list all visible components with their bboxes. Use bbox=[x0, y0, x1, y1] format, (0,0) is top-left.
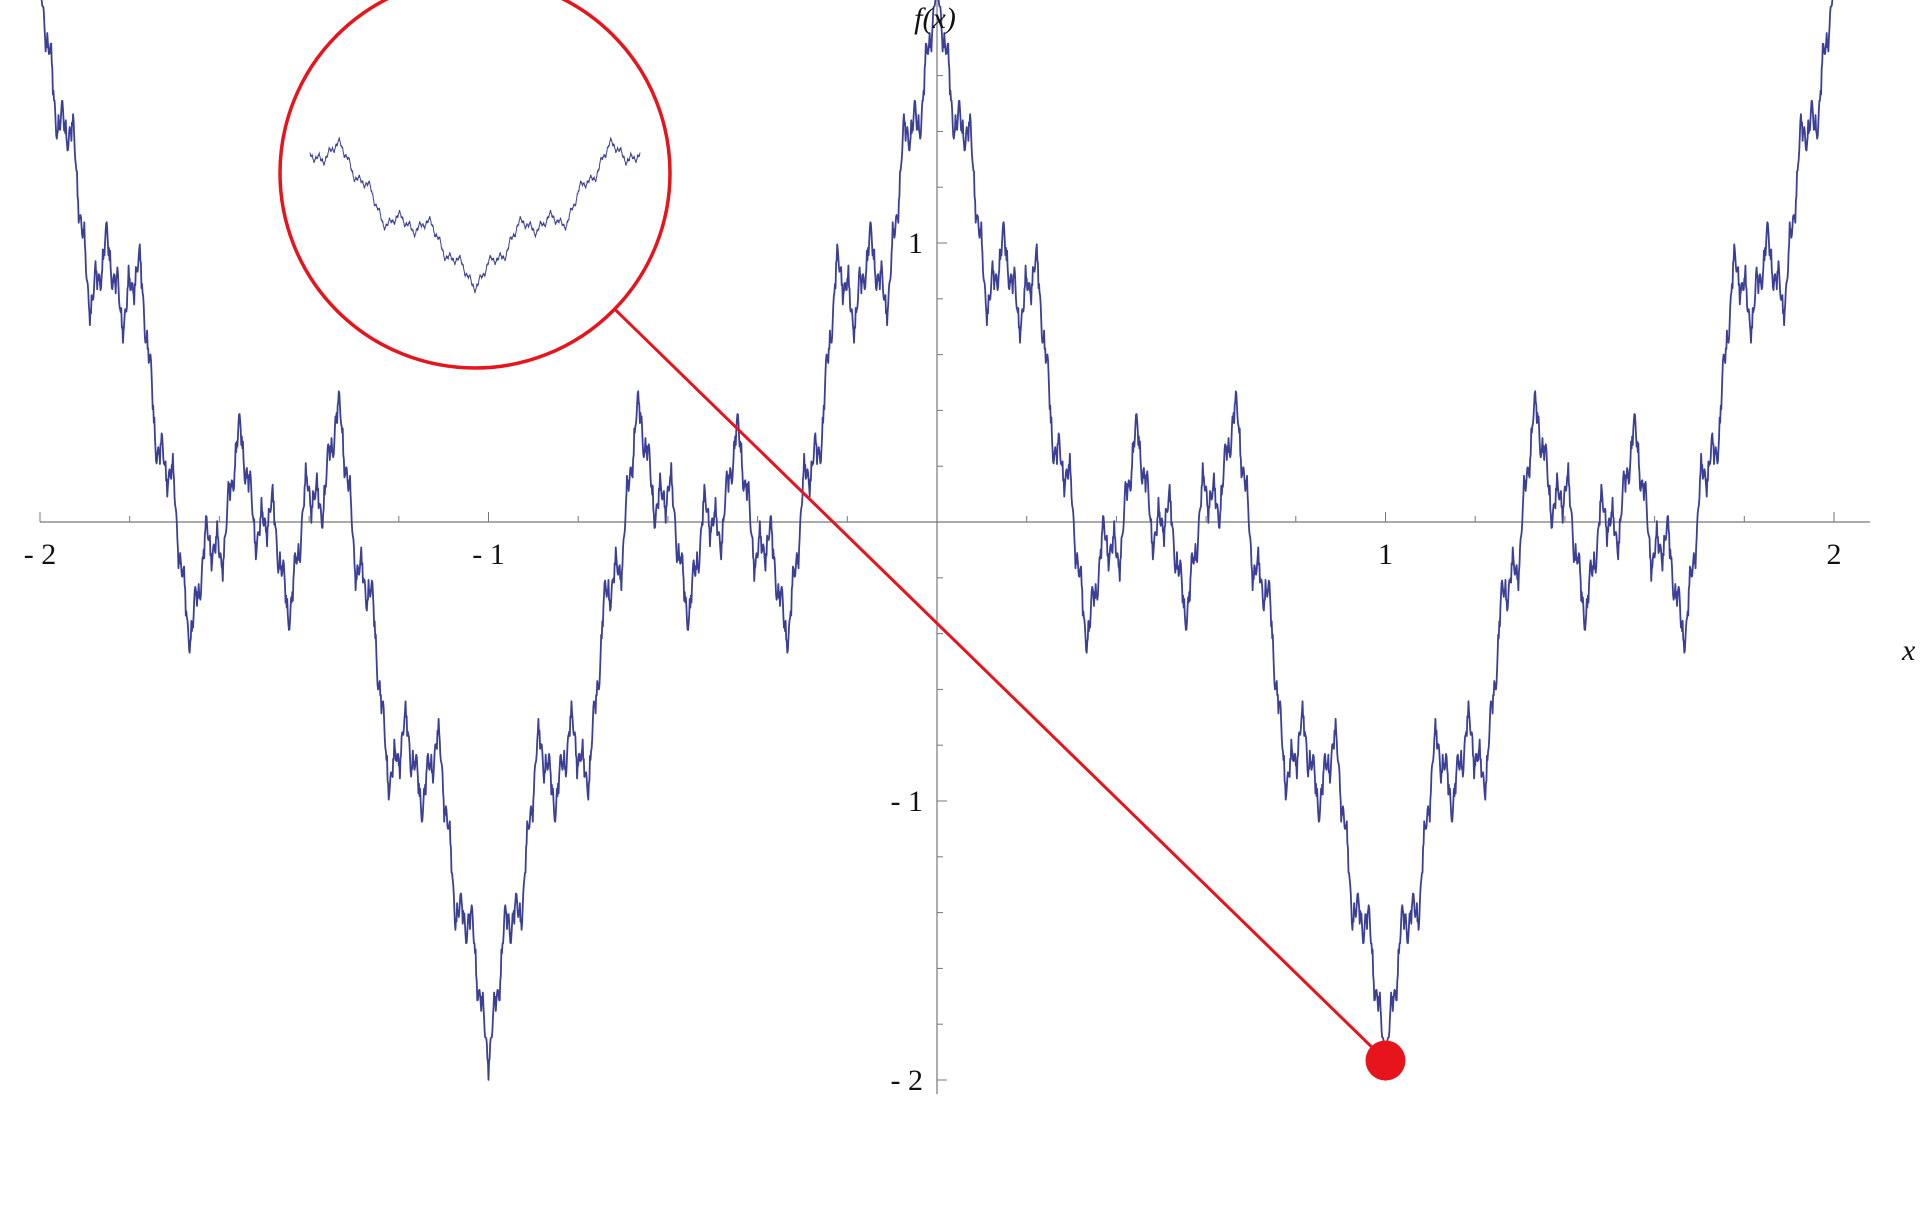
x-axis-title: x bbox=[1901, 634, 1916, 667]
y-tick-label: 1 bbox=[908, 227, 923, 260]
zoom-circle bbox=[278, 0, 672, 370]
series-line bbox=[40, 0, 1834, 1081]
zoom-point-marker bbox=[1365, 1040, 1406, 1081]
x-tick-label: 2 bbox=[1827, 538, 1842, 571]
zoom-inset-curve bbox=[309, 136, 641, 294]
series-layer bbox=[40, 0, 1834, 1081]
zoom-circle-background bbox=[280, 0, 670, 368]
y-tick-label: - 2 bbox=[891, 1064, 924, 1097]
y-tick-label: - 1 bbox=[891, 785, 924, 818]
axes-layer: - 2- 112- 2- 112 bbox=[24, 0, 1870, 1097]
y-axis-title: f(x) bbox=[914, 2, 956, 35]
x-tick-label: - 2 bbox=[24, 538, 57, 571]
x-tick-label: - 1 bbox=[472, 538, 505, 571]
zoom-connector-line bbox=[613, 308, 1387, 1062]
annotation-layer bbox=[278, 0, 1406, 1081]
x-tick-label: 1 bbox=[1378, 538, 1393, 571]
